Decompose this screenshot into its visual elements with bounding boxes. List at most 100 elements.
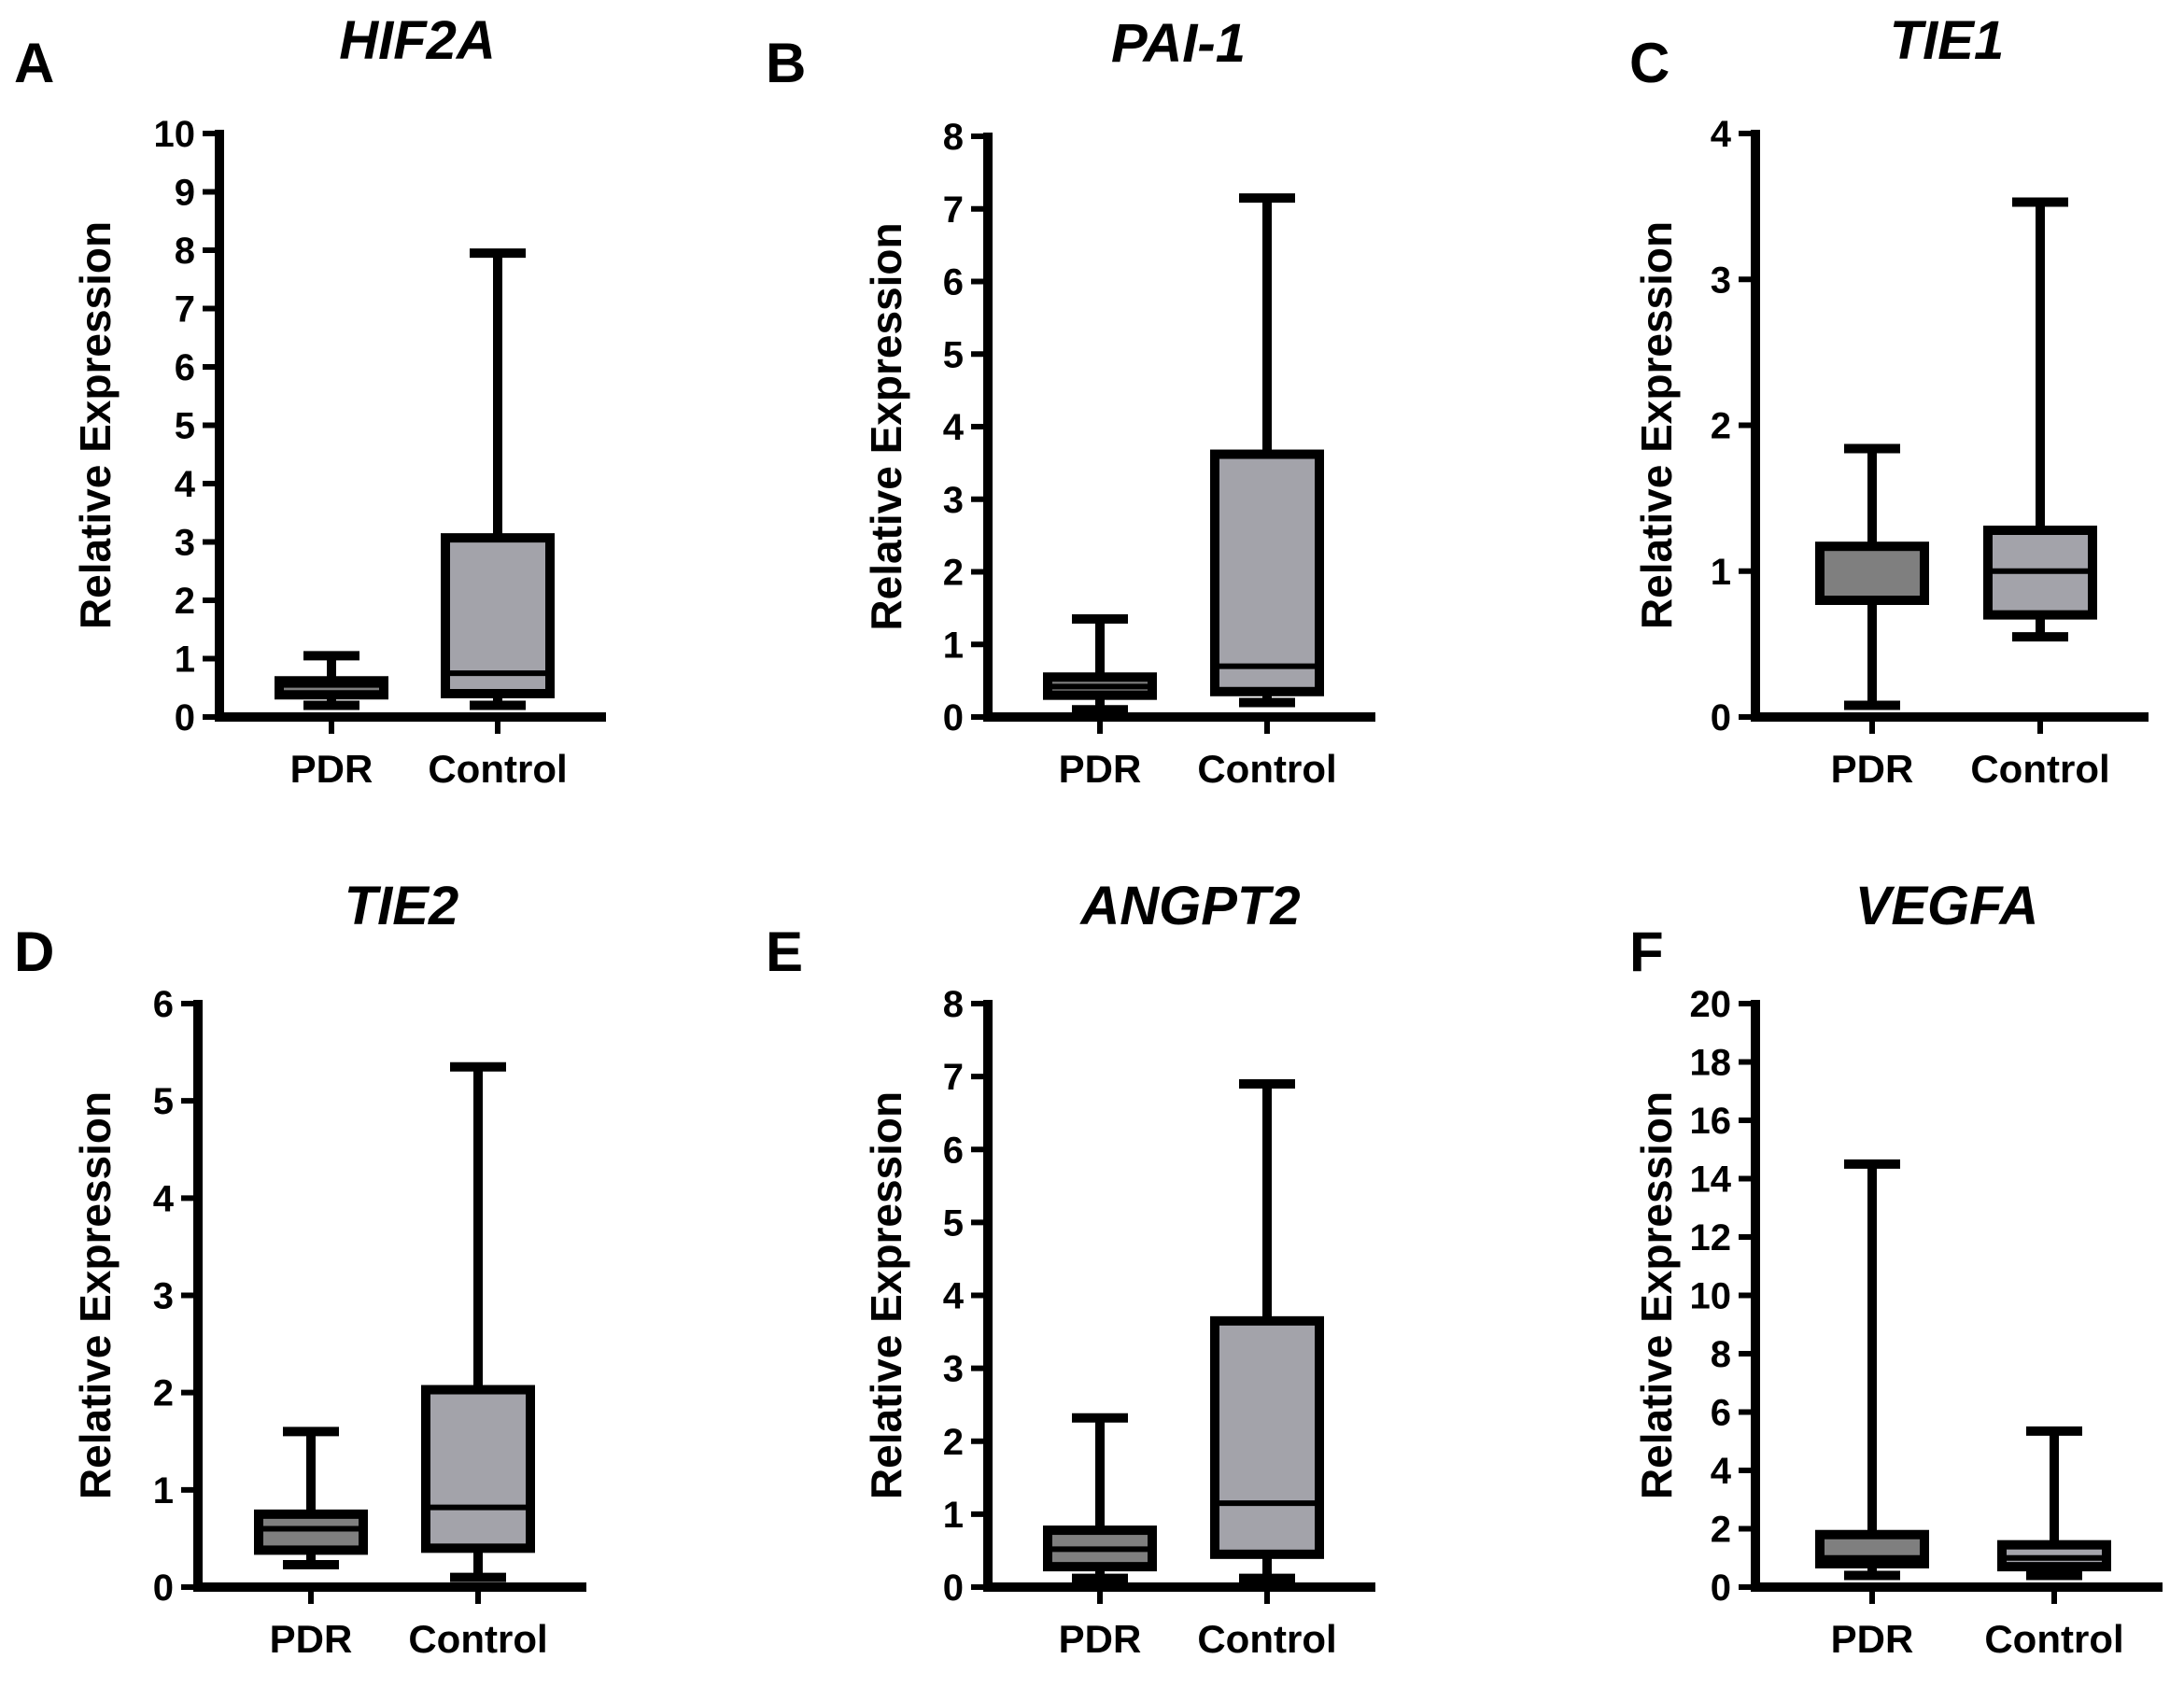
iqr-box: [1210, 1315, 1324, 1559]
chart-title: TIE1: [1890, 10, 2005, 71]
y-tick-label: 1: [943, 1495, 964, 1536]
y-tick-label: 16: [1690, 1101, 1732, 1142]
y-tick-label: 0: [1711, 1568, 1731, 1609]
y-tick-label: 3: [943, 1349, 964, 1390]
y-tick-label: 5: [943, 1202, 964, 1244]
x-category-label: PDR: [1059, 747, 1142, 791]
box-control: Control: [1197, 193, 1337, 791]
chart-title: ANGPT2: [1078, 876, 1300, 936]
y-tick-label: 4: [1711, 114, 1732, 155]
y-tick-label: 14: [1690, 1160, 1732, 1201]
panel-b: B PAI-1 Relative Expression 0 1 2 3 4 5 6 7 8 PDR Con…: [766, 13, 1375, 791]
y-tick-label: 9: [175, 173, 195, 214]
chart-title: TIE2: [345, 876, 459, 936]
y-tick-label: 0: [153, 1568, 174, 1609]
y-tick-label: 0: [1711, 697, 1731, 738]
y-axis-title: Relative Expression: [71, 221, 120, 629]
y-tick-label: 2: [943, 1422, 964, 1463]
box-control: Control: [1197, 1078, 1337, 1661]
y-tick-label: 6: [943, 1130, 964, 1171]
y-tick-label: 2: [153, 1373, 174, 1414]
box-control: Control: [1970, 197, 2110, 791]
y-tick-label: 1: [943, 625, 964, 666]
y-axis-title: Relative Expression: [1632, 1091, 1681, 1499]
y-tick-label: 6: [175, 347, 195, 388]
y-tick-label: 1: [175, 640, 195, 681]
y-tick-label: 2: [1711, 406, 1731, 447]
x-category-label: Control: [1984, 1617, 2123, 1661]
y-tick-label: 8: [175, 231, 195, 272]
y-axis-title: Relative Expression: [862, 222, 910, 630]
box-pdr: PDR: [1043, 614, 1157, 791]
iqr-box: [441, 533, 555, 698]
box-pdr: PDR: [1043, 1413, 1157, 1661]
y-tick-label: 3: [1711, 260, 1731, 301]
panel-c: C TIE1 Relative Expression 0 1 2 3 4 PDR Control: [1629, 10, 2149, 791]
y-tick-label: 0: [175, 697, 195, 738]
box-pdr: PDR: [254, 1427, 368, 1661]
y-tick-label: 8: [943, 117, 964, 158]
y-tick-label: 3: [153, 1276, 174, 1317]
x-category-label: Control: [408, 1617, 547, 1661]
y-tick-label: 4: [943, 1276, 965, 1317]
y-tick-label: 2: [175, 581, 195, 622]
box-pdr: PDR: [275, 651, 388, 791]
y-tick-label: 6: [153, 984, 174, 1025]
iqr-box: [254, 1509, 368, 1555]
x-category-label: Control: [1197, 747, 1336, 791]
y-tick-label: 10: [1690, 1276, 1732, 1317]
panel-letter: A: [14, 32, 54, 94]
y-tick-label: 8: [1711, 1334, 1731, 1375]
panel-letter: C: [1629, 32, 1670, 94]
panel-letter: B: [766, 32, 806, 94]
box-pdr: PDR: [1815, 1159, 1929, 1661]
chart-title: VEGFA: [1855, 876, 2039, 936]
y-tick-label: 3: [175, 523, 195, 564]
y-tick-label: 0: [943, 1568, 964, 1609]
y-tick-label: 4: [1711, 1451, 1732, 1492]
y-tick-label: 5: [153, 1081, 174, 1122]
y-axis-title: Relative Expression: [71, 1091, 120, 1499]
y-tick-label: 6: [1711, 1393, 1731, 1434]
box-control: Control: [428, 248, 568, 791]
y-tick-label: 4: [943, 407, 965, 448]
panel-d: D TIE2 Relative Expression 0 1 2 3 4 5 6 PDR Contro…: [14, 876, 586, 1661]
x-category-label: Control: [1197, 1617, 1336, 1661]
box-pdr: PDR: [1815, 443, 1929, 791]
y-tick-label: 12: [1690, 1217, 1732, 1258]
panel-letter: E: [766, 921, 803, 983]
iqr-box: [421, 1385, 535, 1553]
y-tick-label: 2: [1711, 1510, 1731, 1551]
x-category-label: Control: [428, 747, 567, 791]
y-tick-label: 18: [1690, 1043, 1732, 1084]
y-tick-label: 4: [153, 1178, 175, 1219]
box-control: Control: [1984, 1426, 2124, 1661]
y-tick-label: 5: [943, 334, 964, 375]
x-category-label: PDR: [1831, 747, 1914, 791]
box-control: Control: [408, 1061, 548, 1661]
y-tick-label: 7: [175, 289, 195, 330]
x-category-label: Control: [1970, 747, 2109, 791]
y-tick-label: 4: [175, 464, 196, 505]
chart-title: PAI-1: [1111, 13, 1246, 74]
iqr-box: [1210, 449, 1324, 696]
panel-letter: F: [1629, 921, 1664, 983]
y-tick-label: 2: [943, 553, 964, 594]
x-category-label: PDR: [1831, 1617, 1914, 1661]
y-tick-label: 20: [1690, 984, 1732, 1025]
y-tick-label: 5: [175, 406, 195, 447]
y-tick-label: 7: [943, 190, 964, 231]
y-tick-label: 6: [943, 262, 964, 303]
y-tick-label: 1: [1711, 552, 1731, 593]
x-category-label: PDR: [290, 747, 373, 791]
y-tick-label: 0: [943, 697, 964, 738]
panel-e: E ANGPT2 Relative Expression 0 1 2 3 4 5 6 7 8 PDR Co…: [766, 876, 1375, 1661]
iqr-box: [1815, 541, 1929, 605]
y-axis-title: Relative Expression: [1632, 221, 1681, 629]
panel-letter: D: [14, 921, 54, 983]
panel-a: A HIF2A Relative Expression 0 1 2 3 4 5 6 7 8 9 10 PDR…: [14, 10, 606, 791]
y-tick-label: 1: [153, 1470, 174, 1511]
x-category-label: PDR: [270, 1617, 353, 1661]
